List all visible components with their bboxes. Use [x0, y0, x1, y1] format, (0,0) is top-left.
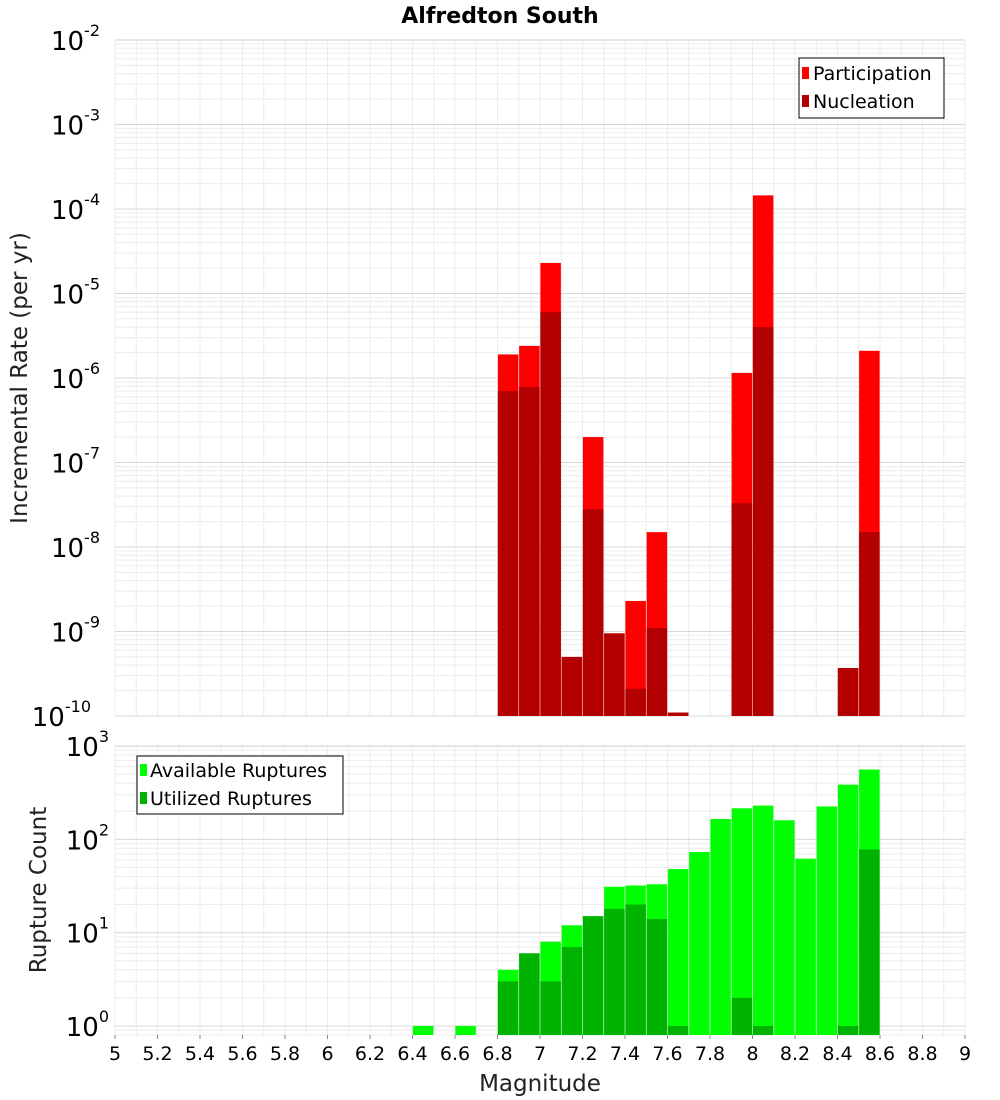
- bar-nucleation: [497, 391, 519, 716]
- rate-panel: 10-10 10-9 10-8 10-7 10-6 10-5 10-4 10-3 10-2 In…: [7, 21, 966, 733]
- x-tick-label: 6.2: [355, 1043, 385, 1065]
- rate-y-axis-label: Incremental Rate (per yr): [7, 232, 33, 524]
- x-tick-label: 7: [534, 1043, 546, 1065]
- bar-utilized-ruptures: [540, 981, 561, 1035]
- bar-utilized-ruptures: [731, 997, 753, 1035]
- bar-participation: [625, 600, 646, 716]
- x-tick-label: 7.6: [652, 1043, 682, 1065]
- bar-utilized-ruptures: [646, 919, 668, 1035]
- y-tick-label: 10-10: [32, 697, 91, 733]
- x-tick-label: 5.6: [227, 1043, 257, 1065]
- y-tick-label: 10-3: [51, 106, 100, 142]
- rupture-y-ticks: 100 101 102 103: [66, 727, 109, 1043]
- legend-swatch-utilized: [140, 792, 147, 804]
- bar-nucleation: [837, 667, 859, 716]
- y-tick-label: 101: [66, 914, 109, 950]
- bar-utilized-ruptures: [604, 908, 625, 1035]
- bar-nucleation: [752, 327, 774, 716]
- rate-grid: [114, 40, 966, 717]
- rupture-y-axis-label: Rupture Count: [26, 807, 52, 973]
- y-tick-label: 10-2: [51, 21, 100, 57]
- bar-available-ruptures: [412, 1025, 434, 1035]
- y-tick-label: 102: [66, 820, 109, 856]
- bar-nucleation: [561, 656, 583, 716]
- x-tick-label: 6.6: [440, 1043, 470, 1065]
- bar-nucleation: [731, 503, 753, 716]
- rupture-count-panel: 100 101 102 103 5 5.2 5.4 5.6 5.8 6 6.2 6.4 6.6 6.8 7…: [26, 727, 971, 1097]
- bar-nucleation: [625, 688, 646, 716]
- rate-bars: [497, 195, 880, 717]
- x-axis-label: Magnitude: [479, 1071, 601, 1097]
- bar-utilized-ruptures: [561, 947, 583, 1035]
- x-tick-label: 7.2: [567, 1043, 597, 1065]
- bar-available-ruptures: [731, 808, 753, 1035]
- x-tick-label: 5.2: [142, 1043, 172, 1065]
- y-tick-label: 10-9: [51, 613, 100, 649]
- chart-title: Alfredton South: [401, 4, 598, 29]
- y-tick-label: 10-6: [51, 359, 100, 395]
- bar-available-ruptures: [816, 806, 838, 1035]
- legend-swatch-nucleation: [802, 95, 809, 107]
- bar-nucleation: [519, 387, 540, 716]
- x-tick-label: 5: [109, 1043, 121, 1065]
- bar-available-ruptures: [837, 784, 859, 1035]
- bar-available-ruptures: [689, 852, 710, 1035]
- x-tick-label: 9: [959, 1043, 971, 1065]
- x-tick-label: 8: [746, 1043, 758, 1065]
- bar-available-ruptures: [455, 1025, 476, 1035]
- x-tick-label: 6: [321, 1043, 333, 1065]
- legend-swatch-participation: [802, 67, 809, 79]
- y-tick-label: 103: [66, 727, 109, 763]
- bar-utilized-ruptures: [582, 916, 604, 1035]
- bar-utilized-ruptures: [837, 1025, 859, 1035]
- bar-utilized-ruptures: [519, 953, 540, 1035]
- rupture-legend: Available Ruptures Utilized Ruptures: [136, 755, 344, 815]
- bar-utilized-ruptures: [752, 1025, 774, 1035]
- legend-label-participation: Participation: [813, 63, 932, 85]
- x-axis-ticks: 5 5.2 5.4 5.6 5.8 6 6.2 6.4 6.6 6.8 7 7.2 7.4 7.6 7.8 8…: [109, 1035, 971, 1065]
- bar-utilized-ruptures: [667, 1025, 689, 1035]
- bar-utilized-ruptures: [497, 981, 519, 1035]
- x-tick-label: 8.2: [780, 1043, 810, 1065]
- bar-nucleation: [859, 532, 880, 716]
- x-tick-label: 7.4: [610, 1043, 640, 1065]
- y-tick-label: 10-5: [51, 275, 100, 311]
- legend-swatch-available: [140, 764, 147, 776]
- bar-utilized-ruptures: [625, 904, 646, 1035]
- x-tick-label: 5.8: [270, 1043, 300, 1065]
- rate-legend-box: [798, 57, 945, 119]
- bar-available-ruptures: [667, 869, 689, 1035]
- y-tick-label: 10-8: [51, 528, 100, 564]
- y-tick-label: 10-4: [51, 190, 100, 226]
- bar-nucleation: [604, 633, 625, 716]
- bar-available-ruptures: [774, 820, 795, 1035]
- bar-nucleation: [582, 509, 604, 716]
- legend-label-available: Available Ruptures: [150, 760, 327, 782]
- bar-available-ruptures: [710, 819, 731, 1035]
- bar-nucleation: [540, 312, 561, 716]
- rate-legend: Participation Nucleation: [798, 57, 945, 119]
- y-tick-label: 100: [66, 1007, 109, 1043]
- bar-utilized-ruptures: [859, 849, 880, 1035]
- x-tick-label: 6.8: [482, 1043, 512, 1065]
- bar-available-ruptures: [752, 805, 774, 1035]
- bar-nucleation: [667, 712, 689, 716]
- rate-y-ticks: 10-10 10-9 10-8 10-7 10-6 10-5 10-4 10-3 10-2: [32, 21, 100, 733]
- x-tick-label: 7.8: [695, 1043, 725, 1065]
- x-tick-label: 6.4: [397, 1043, 427, 1065]
- bar-available-ruptures: [795, 858, 816, 1035]
- rupture-legend-box: [136, 755, 344, 815]
- legend-label-nucleation: Nucleation: [813, 91, 915, 113]
- bar-nucleation: [646, 628, 668, 716]
- rupture-bars: [412, 769, 880, 1035]
- y-tick-label: 10-7: [51, 444, 100, 480]
- x-tick-label: 5.4: [185, 1043, 215, 1065]
- x-tick-label: 8.6: [865, 1043, 895, 1065]
- x-tick-label: 8.8: [907, 1043, 937, 1065]
- x-tick-label: 8.4: [822, 1043, 852, 1065]
- legend-label-utilized: Utilized Ruptures: [150, 788, 312, 810]
